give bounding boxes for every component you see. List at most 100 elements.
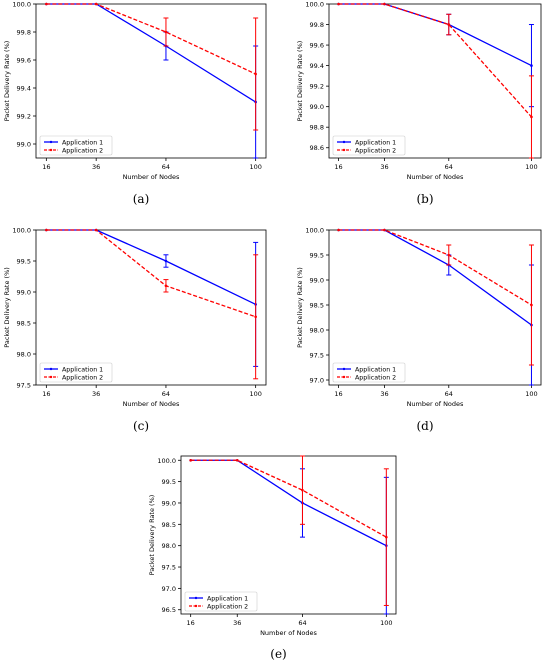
data-point	[45, 228, 48, 232]
data-point	[235, 458, 239, 462]
y-tick-label: 99.6	[310, 42, 324, 50]
data-point	[45, 2, 48, 6]
y-tick-label: 99.5	[17, 258, 31, 266]
series-1	[45, 228, 259, 367]
legend-label: Application 1	[355, 139, 396, 146]
legend-marker	[342, 375, 346, 379]
x-axis-label: Number of Nodes	[407, 173, 464, 181]
y-tick-label: 100.0	[157, 457, 176, 465]
x-axis-label: Number of Nodes	[260, 629, 317, 637]
x-tick-label: 16	[334, 163, 342, 171]
data-point	[447, 23, 451, 26]
x-axis-label: Number of Nodes	[123, 173, 180, 181]
data-point	[337, 228, 340, 232]
y-tick-label: 98.8	[310, 124, 324, 132]
legend-label: Application 2	[62, 147, 103, 154]
chart-panel: 100.0 99.8 99.6 99.4 99.2 99.0 16 36 64 100 Number…	[3, 1, 267, 206]
legend-label: Application 2	[355, 147, 396, 154]
data-point	[164, 284, 168, 288]
panel-caption: (c)	[133, 419, 149, 433]
data-point	[254, 72, 257, 76]
axes-frame	[35, 229, 267, 386]
x-tick-label: 36	[92, 163, 100, 171]
x-tick-label: 16	[187, 619, 195, 627]
panel-caption: (d)	[416, 419, 433, 433]
axes-frame	[180, 455, 397, 615]
data-point	[385, 535, 388, 539]
x-tick-label: 36	[380, 390, 388, 398]
x-axis-label: Number of Nodes	[407, 400, 464, 408]
y-tick-label: 97.0	[162, 585, 176, 593]
x-tick-label: 64	[162, 390, 170, 398]
series-2	[337, 228, 534, 366]
legend-marker	[49, 367, 53, 371]
x-tick-label: 100	[249, 390, 261, 398]
y-tick-label: 97.5	[17, 382, 31, 390]
y-tick-label: 98.0	[162, 542, 176, 550]
data-point	[189, 458, 192, 462]
data-point	[94, 228, 98, 232]
series-2	[45, 2, 259, 131]
y-tick-label: 100.0	[12, 227, 31, 235]
x-tick-label: 64	[445, 390, 453, 398]
series-line	[46, 229, 256, 318]
legend-label: Application 1	[355, 366, 396, 373]
legend-label: Application 2	[207, 603, 248, 610]
y-tick-label: 100.0	[305, 227, 324, 235]
data-point	[94, 2, 98, 6]
y-tick-label: 99.8	[17, 29, 31, 37]
y-tick-label: 96.5	[162, 606, 176, 614]
y-tick-label: 98.5	[310, 302, 324, 310]
y-tick-label: 99.5	[310, 252, 324, 260]
y-tick-label: 98.5	[17, 320, 31, 328]
x-tick-label: 64	[298, 619, 306, 627]
legend-marker	[49, 140, 53, 144]
x-tick-label: 64	[162, 163, 170, 171]
y-tick-label: 98.6	[310, 144, 324, 152]
y-tick-label: 99.0	[162, 499, 176, 507]
y-tick-label: 99.2	[310, 83, 324, 91]
y-tick-label: 97.5	[310, 352, 324, 360]
y-tick-label: 99.4	[310, 62, 324, 70]
data-point	[164, 259, 168, 263]
series-line	[338, 3, 532, 67]
chart-panel: 100.0 99.5 99.0 98.5 98.0 97.5 97.0 96.5 16 36 64 1…	[148, 455, 397, 661]
x-tick-label: 16	[42, 163, 50, 171]
x-tick-label: 36	[92, 390, 100, 398]
legend-label: Application 2	[62, 374, 103, 381]
axes-frame	[328, 3, 542, 159]
y-tick-label: 97.0	[310, 377, 324, 385]
x-tick-label: 36	[380, 163, 388, 171]
series-line	[46, 229, 256, 305]
y-tick-label: 99.0	[310, 277, 324, 285]
legend-label: Application 2	[355, 374, 396, 381]
series-1	[337, 228, 534, 386]
y-tick-label: 97.5	[162, 564, 176, 572]
data-point	[447, 253, 451, 257]
y-tick-label: 100.0	[305, 1, 324, 9]
y-tick-label: 100.0	[12, 1, 31, 9]
y-tick-label: 98.0	[17, 351, 31, 359]
series-line	[338, 229, 532, 326]
legend-marker	[342, 148, 346, 152]
x-tick-label: 16	[42, 390, 50, 398]
x-tick-label: 100	[249, 163, 261, 171]
series-2	[45, 228, 259, 380]
legend-marker	[49, 148, 53, 152]
x-axis-label: Number of Nodes	[123, 400, 180, 408]
y-tick-label: 98.0	[310, 327, 324, 335]
panel-caption: (e)	[270, 647, 286, 661]
y-axis-label: Packet Delivery Rate (%)	[3, 41, 11, 122]
data-point	[164, 30, 168, 34]
y-tick-label: 98.5	[162, 521, 176, 529]
y-tick-label: 99.0	[17, 289, 31, 297]
chart-panel: 100.0 99.5 99.0 98.5 98.0 97.5 16 36 64 100 Number…	[3, 227, 267, 433]
legend-label: Application 1	[62, 366, 103, 373]
x-tick-label: 100	[525, 163, 537, 171]
y-tick-label: 99.0	[310, 103, 324, 111]
series-2	[189, 455, 389, 606]
legend-marker	[194, 596, 198, 600]
